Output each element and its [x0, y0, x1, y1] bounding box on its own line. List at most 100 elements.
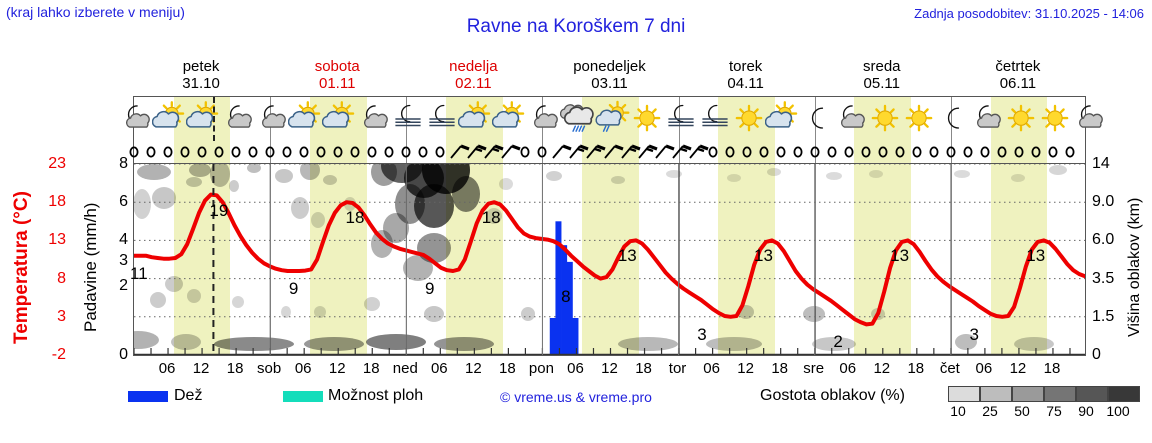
- wind-calm-icon: [324, 143, 352, 161]
- wind-calm-icon: [1039, 143, 1067, 161]
- day-date: 02.11: [455, 75, 492, 92]
- wind-barb-icon: [579, 143, 607, 161]
- precipitation-tick: 4: [119, 231, 128, 249]
- sun-icon: [1003, 100, 1039, 138]
- day-header-sobota: sobota 01.11: [269, 58, 405, 92]
- day-date: 31.10: [182, 75, 220, 92]
- precip-bar: [566, 261, 573, 355]
- precip-bar: [572, 317, 579, 355]
- daylight-band: [990, 164, 1048, 355]
- moon-fog-icon: [424, 100, 460, 138]
- day-date: 04.11: [727, 75, 764, 92]
- time-tick-label: 12: [465, 360, 482, 377]
- moon-icon: [935, 100, 971, 138]
- temperature-point-label: 8: [561, 286, 571, 306]
- moon-cloud-icon: [118, 100, 154, 138]
- wind-calm-icon: [341, 143, 369, 161]
- precipitation-axis-title: Padavine (mm/h): [81, 202, 100, 333]
- wind-calm-icon: [716, 143, 744, 161]
- day-separator: [814, 97, 816, 141]
- wind-calm-icon: [273, 143, 301, 161]
- cloud-density-field: [134, 164, 1067, 351]
- temperature-point-label: 3: [697, 324, 707, 344]
- time-tick-label: 06: [839, 360, 857, 377]
- day-separator: [950, 97, 952, 141]
- cloud-density-tick: 90: [1078, 403, 1094, 419]
- day-date: 03.11: [591, 75, 628, 92]
- cloud-density-swatch: [948, 386, 980, 402]
- cloud-density-legend-title: Gostota oblakov (%): [760, 387, 905, 404]
- sun-icon: [731, 100, 767, 138]
- day-date: 05.11: [863, 75, 900, 92]
- day-name: petek: [182, 58, 220, 75]
- wind-calm-icon: [937, 143, 965, 161]
- temperature-point-label: 11: [130, 263, 148, 283]
- wind-calm-icon: [188, 143, 216, 161]
- time-tick-label: 12: [328, 360, 346, 377]
- moon-cloud-icon: [356, 100, 392, 138]
- wind-calm-icon: [750, 143, 778, 161]
- current-time-marker: [213, 97, 216, 141]
- moon-icon: [799, 100, 835, 138]
- wind-barb-icon: [665, 143, 693, 161]
- rain-legend-swatch: [128, 391, 168, 402]
- day-separator: [814, 141, 816, 163]
- wind-calm-icon: [971, 143, 999, 161]
- wind-calm-icon: [801, 143, 829, 161]
- moon-fog-icon: [697, 100, 733, 138]
- wind-calm-icon: [358, 143, 386, 161]
- daylight-band: [309, 141, 367, 163]
- time-tick-label: 18: [226, 360, 244, 377]
- wind-calm-icon: [528, 143, 556, 161]
- time-tick-label: 06: [975, 360, 993, 377]
- time-tick-label: 18: [907, 360, 925, 377]
- day-name: četrtek: [995, 58, 1041, 75]
- wind-calm-icon: [869, 143, 897, 161]
- cloud-density-swatch: [1108, 386, 1140, 402]
- daylight-band: [854, 141, 912, 163]
- time-tick-label: sre: [803, 360, 825, 377]
- wind-calm-icon: [767, 143, 795, 161]
- location-menu-note: (kraj lahko izberete v meniju): [6, 4, 185, 20]
- chart-canvas: [134, 164, 1085, 355]
- wind-calm-icon: [256, 143, 284, 161]
- wind-calm-icon: [290, 143, 318, 161]
- precipitation-tick: 8: [119, 155, 128, 172]
- temperature-point-label: 19: [209, 200, 229, 220]
- temperature-point-label: 9: [424, 278, 435, 298]
- day-header-ponedeljek: ponedeljek 03.11: [541, 58, 677, 92]
- wind-barb-icon: [494, 143, 522, 161]
- temperature-tick: 3: [57, 307, 66, 325]
- sun-cloud-icon: [152, 100, 188, 138]
- cloud-density-tick: 25: [982, 403, 998, 419]
- wind-calm-icon: [409, 143, 437, 161]
- wind-calm-icon: [511, 143, 539, 161]
- cloud-height-tick: 9.0: [1092, 193, 1115, 211]
- time-tick-label: ned: [392, 360, 418, 377]
- cloud-density-swatch: [980, 386, 1012, 402]
- moon-cloud-icon: [1071, 100, 1107, 138]
- wind-calm-icon: [1005, 143, 1033, 161]
- cloud-density-swatch: [1076, 386, 1108, 402]
- sun-cloud-rain-icon: [594, 100, 631, 138]
- temperature-point-label: 18: [345, 208, 365, 228]
- moon-cloud-icon: [220, 100, 256, 138]
- sun-cloud-icon: [288, 100, 324, 138]
- precipitation-tick: 2: [119, 277, 128, 295]
- precipitation-tick: 3: [119, 252, 128, 270]
- temperature-point-label: 9: [288, 278, 299, 298]
- copyright-link[interactable]: © vreme.us & vreme.pro: [500, 389, 652, 405]
- wind-calm-icon: [988, 143, 1016, 161]
- wind-calm-icon: [1056, 143, 1084, 161]
- wind-barb-icon: [648, 143, 676, 161]
- wind-calm-icon: [886, 143, 914, 161]
- sun-cloud-icon: [186, 100, 222, 138]
- day-header-četrtek: četrtek 06.11: [950, 58, 1086, 92]
- day-name: sreda: [863, 58, 901, 75]
- moon-cloud-icon: [969, 100, 1005, 138]
- sun-icon: [1037, 100, 1073, 138]
- time-tick-label: 06: [703, 360, 720, 377]
- wind-calm-icon: [835, 143, 863, 161]
- time-tick-label: 12: [192, 360, 210, 377]
- sun-cloud-icon: [458, 100, 494, 138]
